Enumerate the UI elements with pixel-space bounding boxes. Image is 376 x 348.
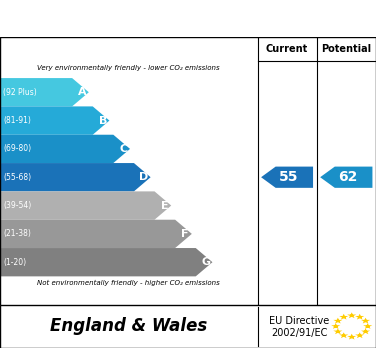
Polygon shape	[363, 323, 372, 329]
Text: 55: 55	[279, 170, 298, 184]
Polygon shape	[0, 220, 192, 248]
Polygon shape	[331, 323, 340, 329]
Text: (81-91): (81-91)	[3, 116, 31, 125]
Text: G: G	[201, 257, 210, 267]
Polygon shape	[0, 248, 212, 276]
Text: D: D	[139, 172, 149, 182]
Text: (69-80): (69-80)	[3, 144, 31, 153]
Polygon shape	[361, 318, 370, 324]
Text: Environmental Impact (CO₂) Rating: Environmental Impact (CO₂) Rating	[30, 11, 346, 26]
Text: F: F	[181, 229, 189, 239]
Text: 2002/91/EC: 2002/91/EC	[271, 328, 327, 338]
Text: England & Wales: England & Wales	[50, 317, 208, 335]
Polygon shape	[0, 106, 109, 135]
Text: (92 Plus): (92 Plus)	[3, 88, 37, 97]
Text: (39-54): (39-54)	[3, 201, 31, 210]
Polygon shape	[355, 332, 364, 338]
Text: EU Directive: EU Directive	[269, 316, 329, 326]
Text: Current: Current	[266, 44, 308, 54]
Polygon shape	[320, 167, 373, 188]
Text: Very environmentally friendly - lower CO₂ emissions: Very environmentally friendly - lower CO…	[38, 65, 220, 71]
Polygon shape	[339, 314, 348, 319]
Polygon shape	[333, 329, 343, 334]
Text: (1-20): (1-20)	[3, 258, 26, 267]
Polygon shape	[339, 332, 348, 338]
Polygon shape	[355, 314, 364, 319]
Polygon shape	[361, 329, 370, 334]
Text: (21-38): (21-38)	[3, 229, 31, 238]
Polygon shape	[0, 135, 130, 163]
Polygon shape	[347, 313, 356, 318]
Text: 62: 62	[338, 170, 357, 184]
Text: E: E	[161, 200, 168, 211]
Polygon shape	[0, 191, 171, 220]
Text: Not environmentally friendly - higher CO₂ emissions: Not environmentally friendly - higher CO…	[37, 280, 220, 286]
Polygon shape	[0, 78, 89, 106]
Polygon shape	[333, 318, 343, 324]
Text: Potential: Potential	[321, 44, 371, 54]
Text: A: A	[78, 87, 86, 97]
Text: C: C	[119, 144, 127, 154]
Text: B: B	[99, 116, 107, 126]
Text: (55-68): (55-68)	[3, 173, 31, 182]
Polygon shape	[347, 334, 356, 340]
Polygon shape	[261, 167, 313, 188]
Polygon shape	[0, 163, 151, 191]
